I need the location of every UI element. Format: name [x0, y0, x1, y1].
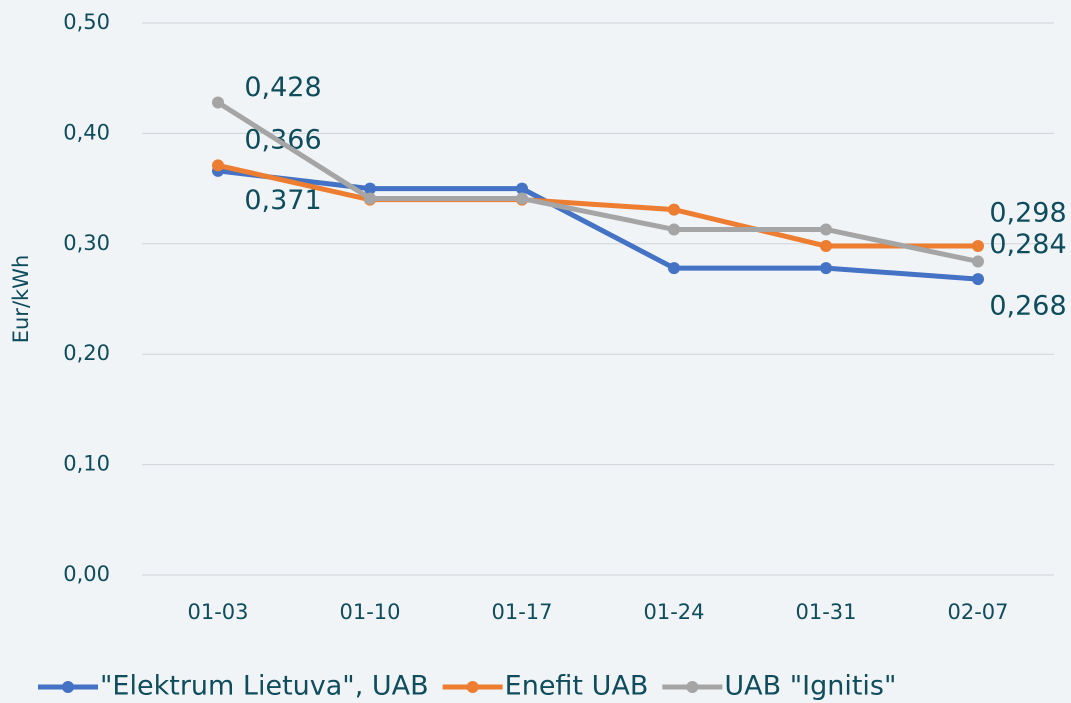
point	[668, 203, 680, 216]
x-tick-label: 01-10	[339, 600, 400, 624]
y-tick-label: 0,10	[63, 452, 110, 476]
x-tick-label: 02-07	[947, 600, 1008, 624]
y-tick-label: 0,20	[63, 341, 110, 365]
point	[212, 96, 224, 109]
x-tick-label: 01-31	[795, 600, 856, 624]
data-label: 0,371	[244, 185, 321, 216]
point	[972, 255, 984, 268]
point	[820, 240, 832, 253]
data-label: 0,428	[244, 72, 321, 103]
legend-label: "Elektrum Lietuva", UAB	[100, 671, 429, 702]
point	[820, 223, 832, 236]
y-tick-label: 0,50	[63, 10, 110, 34]
legend-marker	[62, 681, 74, 693]
point	[972, 240, 984, 253]
point	[972, 273, 984, 286]
legend-label: UAB "Ignitis"	[724, 671, 896, 702]
data-label: 0,298	[989, 198, 1066, 229]
series-line	[217, 162, 978, 249]
point	[516, 192, 528, 205]
point	[212, 159, 224, 172]
y-tick-label: 0,30	[63, 231, 110, 255]
x-tick-label: 01-03	[187, 600, 248, 624]
point	[364, 192, 376, 205]
point	[820, 262, 832, 275]
series-line	[217, 168, 979, 282]
legend-label: Enefit UAB	[505, 671, 649, 702]
series-line	[216, 100, 979, 264]
x-tick-label: 01-24	[643, 600, 704, 624]
point	[668, 223, 680, 236]
point	[364, 182, 376, 195]
data-label: 0,268	[989, 291, 1066, 322]
x-tick-label: 01-17	[491, 600, 552, 624]
point	[668, 262, 680, 275]
y-tick-label: 0,00	[63, 562, 110, 586]
legend-marker	[686, 681, 699, 693]
y-tick-label: 0,40	[63, 120, 110, 144]
y-axis-label: Eur/kWh	[9, 255, 33, 344]
data-label: 0,284	[989, 229, 1066, 260]
point	[516, 182, 528, 195]
legend-marker	[466, 681, 479, 693]
